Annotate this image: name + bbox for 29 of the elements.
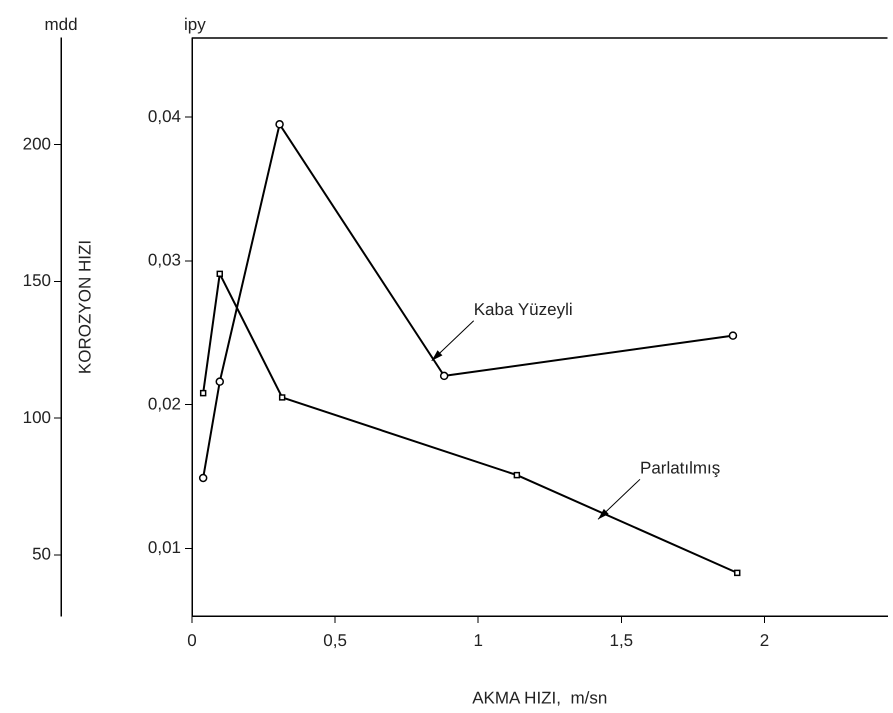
point	[275, 120, 284, 129]
point	[728, 331, 738, 340]
y-tick-label: 0,04	[148, 106, 181, 126]
point	[198, 474, 208, 482]
point	[216, 270, 223, 278]
y-tick-label: 0,02	[148, 394, 181, 414]
point	[278, 394, 286, 401]
y-tick-label: 0,01	[148, 538, 181, 558]
y2-tick-label: 50	[32, 544, 51, 564]
y2-axis-title: KOROZYON HIZI	[76, 240, 95, 374]
text: Kaba Yüzeyli	[474, 300, 573, 319]
x-tick-label: 1	[473, 630, 483, 650]
x-tick-label: 1,5	[610, 630, 634, 650]
y-tick-label: 0,03	[148, 250, 181, 270]
text: Parlatılmış	[640, 458, 720, 478]
text: mdd	[44, 15, 78, 34]
y2-tick-label: 150	[22, 271, 51, 290]
text: ipy	[184, 15, 206, 34]
point	[440, 372, 448, 380]
point	[514, 472, 520, 478]
point	[216, 377, 224, 386]
x-tick-label: 2	[760, 630, 770, 650]
x-tick-label: 0	[187, 630, 197, 650]
y2-tick-label: 100	[22, 408, 51, 427]
y2-tick-label: 200	[22, 134, 51, 154]
x-tick-label: 0,5	[323, 630, 347, 650]
point	[734, 570, 740, 576]
point	[200, 390, 206, 396]
x-axis-title: AKMA HIZI, m/sn	[472, 688, 608, 708]
